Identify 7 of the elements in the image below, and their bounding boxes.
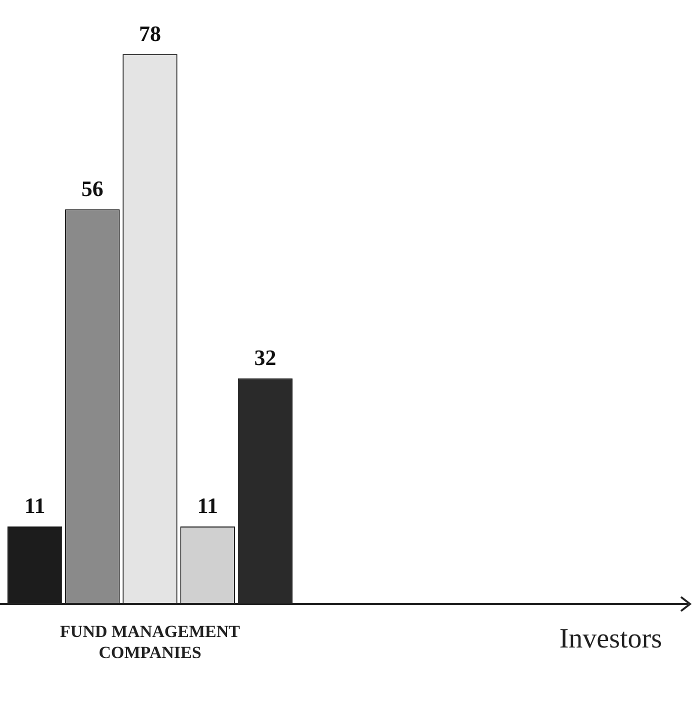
data-label: 32: [254, 345, 276, 370]
text: Investors: [559, 623, 662, 654]
data-label: 11: [24, 493, 46, 518]
text: FUND MANAGEMENT COMPANIES: [60, 622, 241, 662]
data-label: 56: [81, 176, 104, 201]
data-label: 78: [139, 20, 161, 46]
data-label: 11: [197, 493, 218, 518]
